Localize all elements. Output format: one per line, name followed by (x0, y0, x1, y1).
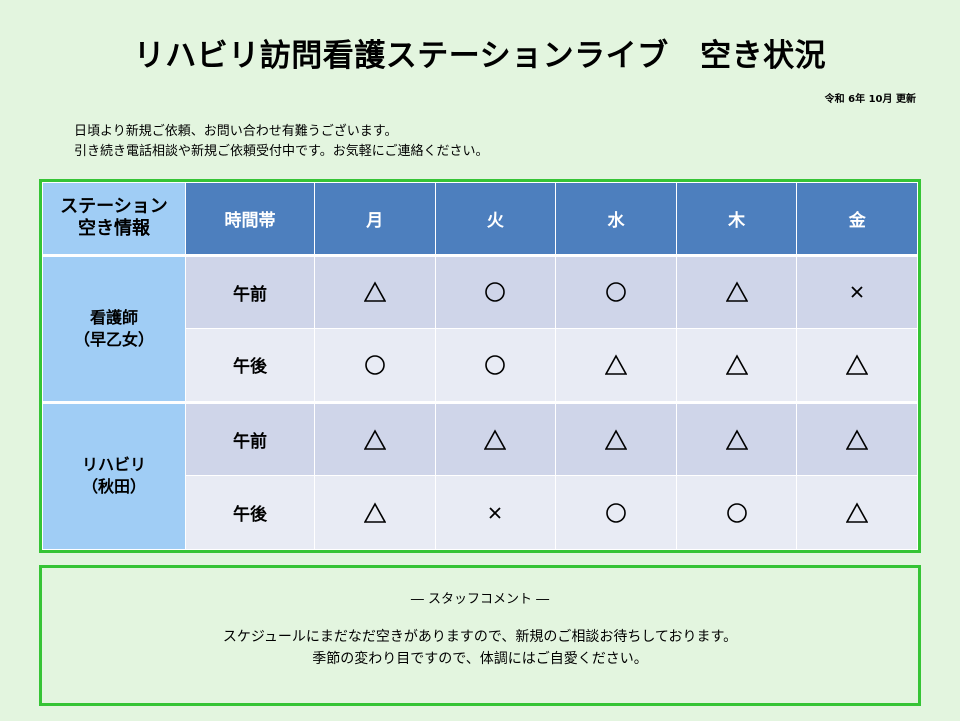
availability-cell (555, 328, 677, 403)
triangle-icon (846, 354, 869, 375)
corner-header: ステーション 空き情報 (42, 182, 186, 256)
updated-date: 令和 6年 10月 更新 (824, 94, 916, 105)
availability-cell (314, 253, 436, 330)
staff-comment-box: ― スタッフコメント ― スケジュールにまだなだ空きがありますので、新規のご相談… (39, 565, 921, 706)
availability-cell (675, 475, 798, 550)
staff-cell-rehab: リハビリ （秋田） (42, 400, 186, 551)
circle-icon (606, 282, 626, 303)
page-title: リハビリ訪問看護ステーションライブ 空き状況 (133, 38, 827, 74)
table-row: 看護師 （早乙女） 午前 (42, 253, 918, 403)
circle-icon (485, 282, 506, 303)
availability-cell (796, 475, 918, 550)
availability-cell (314, 475, 436, 550)
staff-name: リハビリ (81, 455, 146, 475)
table-header-row: ステーション 空き情報 時間帯 月 火 水 木 金 (42, 182, 918, 256)
table-row: 午後 (43, 328, 918, 403)
circle-icon (726, 502, 747, 523)
staff-cell-nurse: 看護師 （早乙女） (42, 253, 186, 403)
availability-cell (434, 328, 557, 403)
availability-cell (796, 328, 918, 403)
triangle-icon (363, 428, 386, 450)
time-slot-header: 時間帯 (185, 182, 315, 256)
availability-cell (675, 253, 798, 330)
comment-title: ― スタッフコメント ― (410, 592, 550, 607)
availability-cell (314, 400, 436, 477)
availability-cell (555, 400, 677, 477)
day-header-fri: 金 (796, 182, 918, 256)
triangle-icon (725, 281, 748, 303)
triangle-icon (725, 428, 748, 450)
staff-sub: （早乙女） (73, 329, 154, 349)
intro-text: 日頃より新規ご依頼、お問い合わせ有難うございます。 引き続き電話相談や新規ご依頼… (74, 122, 488, 162)
corner-label-2: 空き情報 (78, 218, 150, 240)
availability-cell (796, 400, 918, 477)
time-slot-label: 午後 (185, 328, 315, 403)
triangle-icon (363, 281, 386, 303)
intro-line-1: 日頃より新規ご依頼、お問い合わせ有難うございます。 (74, 124, 398, 139)
day-header-wed: 水 (555, 182, 677, 256)
staff-name: 看護師 (89, 307, 138, 327)
circle-icon (606, 502, 626, 523)
triangle-icon (604, 428, 627, 450)
comment-body: スケジュールにまだなだ空きがありますので、新規のご相談お待ちしております。 季節… (42, 626, 918, 670)
circle-icon (364, 355, 385, 375)
cross-icon (851, 286, 863, 299)
cross-icon (489, 507, 502, 519)
corner-label-1: ステーション (60, 196, 168, 218)
availability-cell (434, 253, 557, 330)
intro-line-2: 引き続き電話相談や新規ご依頼受付中です。お気軽にご連絡ください。 (74, 144, 489, 159)
triangle-icon (363, 502, 386, 523)
day-header-tue: 火 (434, 182, 557, 256)
table-row: リハビリ （秋田） 午前 (42, 400, 918, 551)
day-header-mon: 月 (314, 182, 436, 256)
table-row: 午後 (43, 475, 918, 550)
availability-cell (555, 253, 677, 330)
time-slot-label: 午前 (185, 400, 315, 477)
availability-cell (675, 400, 798, 477)
comment-line-2: 季節の変わり目ですので、体調にはご自愛ください。 (312, 651, 648, 667)
time-slot-label: 午後 (185, 475, 315, 550)
staff-sub: （秋田） (81, 477, 146, 497)
triangle-icon (604, 354, 627, 375)
day-header-thu: 木 (675, 182, 798, 256)
triangle-icon (846, 502, 869, 523)
availability-table: ステーション 空き情報 時間帯 月 火 水 木 金 看護師 （早乙女） 午前 午… (39, 179, 921, 553)
circle-icon (485, 355, 506, 375)
comment-line-1: スケジュールにまだなだ空きがありますので、新規のご相談お待ちしております。 (222, 629, 738, 645)
triangle-icon (484, 428, 507, 450)
availability-cell (675, 328, 798, 403)
availability-cell (796, 253, 918, 330)
availability-cell (314, 328, 436, 403)
triangle-icon (846, 428, 869, 450)
time-slot-label: 午前 (185, 253, 315, 330)
availability-cell (434, 400, 557, 477)
triangle-icon (725, 354, 748, 375)
availability-cell (555, 475, 677, 550)
availability-cell (434, 475, 557, 550)
